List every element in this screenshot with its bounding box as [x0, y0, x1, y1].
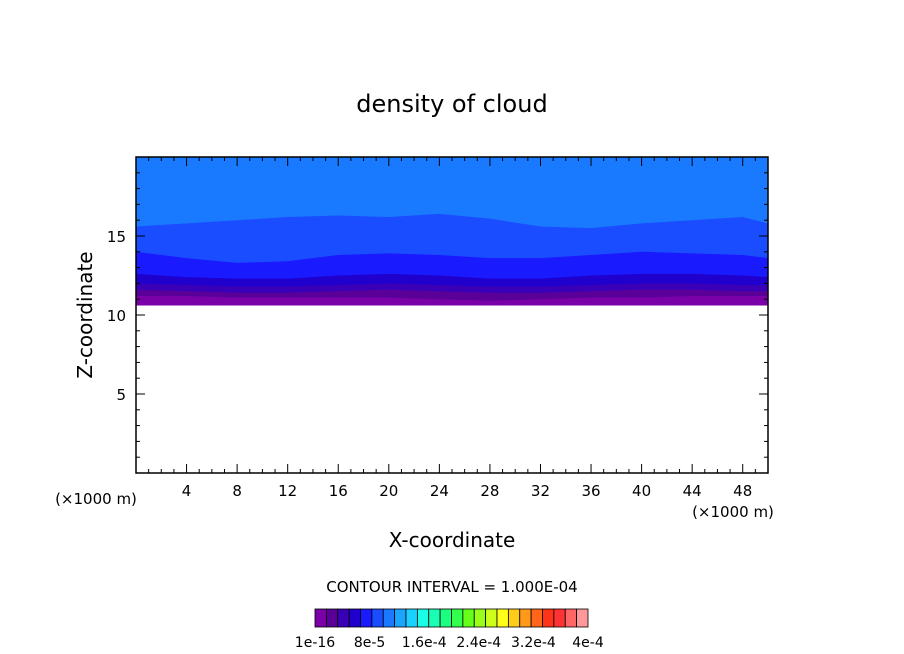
x-unit-left: (×1000 m): [55, 490, 137, 508]
x-tick-label: 44: [683, 482, 702, 500]
x-tick-label: 8: [232, 482, 242, 500]
density-level-0: [136, 296, 768, 306]
x-unit-right: (×1000 m): [692, 503, 774, 521]
cloud-density-field: [136, 157, 768, 306]
colorbar-swatch: [553, 608, 566, 628]
colorbar-swatch: [542, 608, 555, 628]
y-tick-label: 15: [107, 228, 126, 246]
colorbar-swatch: [314, 608, 327, 628]
x-tick-label: 48: [733, 482, 752, 500]
colorbar-swatch: [428, 608, 441, 628]
colorbar: [314, 608, 589, 628]
x-tick-label: 4: [182, 482, 192, 500]
colorbar-swatch: [360, 608, 373, 628]
colorbar-swatch: [485, 608, 498, 628]
x-tick-label: 32: [531, 482, 550, 500]
colorbar-label: 1.6e-4: [402, 635, 447, 651]
colorbar-swatch: [325, 608, 339, 628]
x-tick-label: 24: [430, 482, 449, 500]
contour-interval-label: CONTOUR INTERVAL = 1.000E-04: [326, 578, 577, 596]
y-tick-label: 10: [107, 307, 126, 325]
colorbar-swatch: [371, 608, 384, 628]
colorbar-swatch: [462, 608, 475, 628]
colorbar-swatch: [507, 608, 521, 628]
x-tick-label: 20: [379, 482, 398, 500]
colorbar-label: 1e-16: [295, 635, 335, 651]
chart-title: density of cloud: [356, 90, 547, 118]
y-axis-label: Z-coordinate: [73, 251, 97, 378]
x-tick-label: 12: [278, 482, 297, 500]
colorbar-swatch: [473, 608, 487, 628]
x-tick-label: 40: [632, 482, 651, 500]
colorbar-label: 4e-4: [572, 635, 604, 651]
y-axis-ticks: 5 10 15: [107, 172, 768, 458]
x-tick-label: 36: [581, 482, 600, 500]
colorbar-swatch: [530, 608, 543, 628]
colorbar-swatch: [564, 608, 578, 628]
colorbar-label: 8e-5: [354, 635, 385, 651]
colorbar-swatch: [382, 608, 396, 628]
colorbar-swatch: [394, 608, 407, 628]
colorbar-swatch: [348, 608, 361, 628]
colorbar-swatch: [576, 608, 589, 628]
colorbar-labels: 1e-16 8e-5 1.6e-4 2.4e-4 3.2e-4 4e-4: [295, 635, 604, 651]
x-tick-label: 16: [329, 482, 348, 500]
colorbar-swatch: [496, 608, 509, 628]
colorbar-swatch: [337, 608, 350, 628]
x-axis-ticks: 4 8 12 16 20 24 28 32 36 40 44 48: [148, 157, 756, 500]
colorbar-swatch: [439, 608, 452, 628]
colorbar-label: 3.2e-4: [511, 635, 556, 651]
colorbar-swatch: [451, 608, 464, 628]
colorbar-swatch: [405, 608, 418, 628]
colorbar-label: 2.4e-4: [456, 635, 501, 651]
y-tick-label: 5: [116, 386, 126, 404]
colorbar-swatch: [416, 608, 430, 628]
x-axis-label: X-coordinate: [389, 528, 516, 552]
colorbar-swatch: [519, 608, 532, 628]
x-tick-label: 28: [480, 482, 499, 500]
